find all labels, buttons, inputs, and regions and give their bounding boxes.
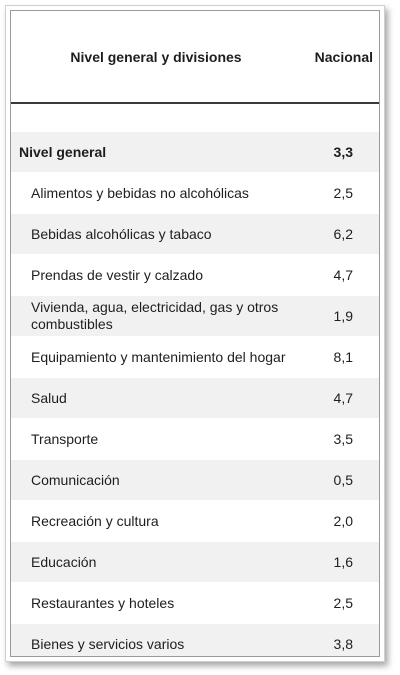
table-row: Educación 1,6	[11, 541, 379, 583]
row-value: 0,5	[301, 459, 379, 501]
row-value: 4,7	[301, 254, 379, 296]
table-row: Prendas de vestir y calzado 4,7	[11, 254, 379, 296]
table-row: Equipamiento y mantenimiento del hogar 8…	[11, 336, 379, 378]
table-row: Recreación y cultura 2,0	[11, 500, 379, 542]
row-label: Equipamiento y mantenimiento del hogar	[11, 336, 301, 378]
table-row: Alimentos y bebidas no alcohólicas 2,5	[11, 172, 379, 214]
row-value: 2,5	[301, 582, 379, 624]
row-value: 8,1	[301, 336, 379, 378]
table-row: Salud 4,7	[11, 377, 379, 419]
table-row: Comunicación 0,5	[11, 459, 379, 501]
row-label: Alimentos y bebidas no alcohólicas	[11, 172, 301, 214]
row-value: 1,6	[301, 541, 379, 583]
row-value: 2,5	[301, 172, 379, 214]
header-divisions: Nivel general y divisiones	[11, 11, 301, 104]
row-label: Salud	[11, 377, 301, 419]
row-label: Restaurantes y hoteles	[11, 582, 301, 624]
table-row: Vivienda, agua, electricidad, gas y otro…	[11, 295, 379, 337]
row-label: Nivel general	[11, 132, 301, 173]
table-row-total: Nivel general 3,3	[11, 132, 379, 173]
header-row: Nivel general y divisiones Nacional	[11, 11, 379, 104]
row-label: Educación	[11, 541, 301, 583]
row-label: Comunicación	[11, 459, 301, 501]
data-table: Nivel general y divisiones Nacional Nive…	[11, 11, 379, 656]
row-value: 1,9	[301, 295, 379, 337]
row-label: Recreación y cultura	[11, 500, 301, 542]
table-row: Bebidas alcohólicas y tabaco 6,2	[11, 213, 379, 255]
row-label: Bebidas alcohólicas y tabaco	[11, 213, 301, 255]
row-value: 3,5	[301, 418, 379, 460]
row-label: Vivienda, agua, electricidad, gas y otro…	[11, 295, 301, 337]
table-row: Bienes y servicios varios 3,8	[11, 623, 379, 656]
row-value: 2,0	[301, 500, 379, 542]
table-frame: Nivel general y divisiones Nacional Nive…	[5, 5, 385, 662]
table-container: Nivel general y divisiones Nacional Nive…	[10, 10, 380, 657]
table-row: Transporte 3,5	[11, 418, 379, 460]
row-value: 3,8	[301, 623, 379, 656]
row-label: Transporte	[11, 418, 301, 460]
row-value: 6,2	[301, 213, 379, 255]
row-value: 4,7	[301, 377, 379, 419]
spacer-row	[11, 103, 379, 132]
row-value: 3,3	[301, 132, 379, 173]
table-row: Restaurantes y hoteles 2,5	[11, 582, 379, 624]
row-label: Bienes y servicios varios	[11, 623, 301, 656]
row-label: Prendas de vestir y calzado	[11, 254, 301, 296]
header-national: Nacional	[301, 11, 379, 104]
